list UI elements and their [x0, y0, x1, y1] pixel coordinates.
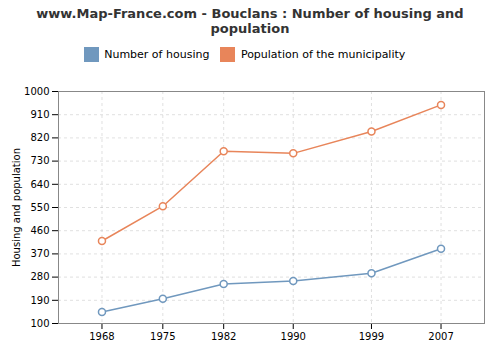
svg-text:370: 370 — [30, 248, 49, 259]
html-text:Population of the municipality: Population of the municipality — [240, 48, 406, 61]
svg-text:820: 820 — [30, 132, 49, 143]
svg-text:190: 190 — [30, 294, 49, 305]
svg-text:Housing and population: Housing and population — [11, 147, 22, 266]
svg-text:100: 100 — [30, 317, 49, 328]
svg-text:640: 640 — [30, 178, 49, 189]
svg-text:1990: 1990 — [281, 330, 306, 340]
svg-text:910: 910 — [30, 108, 49, 119]
svg-text:550: 550 — [30, 201, 49, 212]
svg-text:280: 280 — [30, 271, 49, 282]
svg-text:1975: 1975 — [150, 330, 175, 340]
html-text:www.Map-France.com - Bouclans: www.Map-France.com - Bouclans : Number o… — [36, 6, 464, 36]
svg-text:1968: 1968 — [89, 330, 114, 340]
svg-text:1000: 1000 — [24, 85, 49, 96]
svg-text:1999: 1999 — [359, 330, 384, 340]
svg-text:730: 730 — [30, 155, 49, 166]
svg-text:1982: 1982 — [211, 330, 236, 340]
svg-text:2007: 2007 — [428, 330, 453, 340]
html-text:Number of housing: Number of housing — [104, 48, 210, 61]
svg-text:460: 460 — [30, 224, 49, 235]
